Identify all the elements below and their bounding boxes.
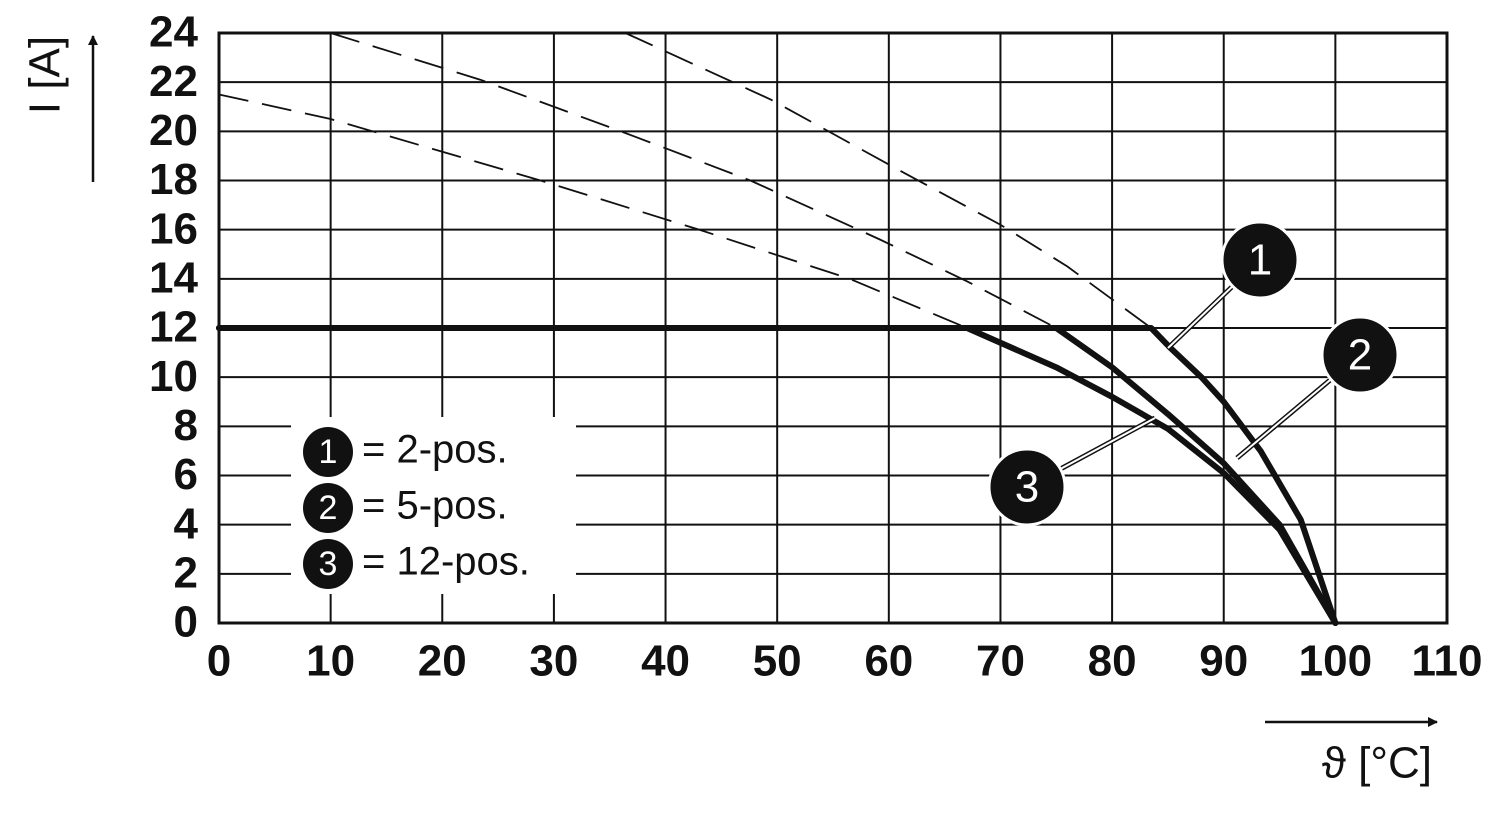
legend-badge bbox=[303, 427, 353, 477]
y-tick-label: 18 bbox=[149, 155, 198, 204]
legend-badge bbox=[303, 539, 353, 589]
callout-label: 1 bbox=[1248, 236, 1272, 285]
callout-label: 2 bbox=[1348, 331, 1372, 380]
y-tick-label: 10 bbox=[149, 352, 198, 401]
y-tick-label: 4 bbox=[174, 499, 199, 548]
x-tick-label: 10 bbox=[306, 637, 355, 686]
legend-badge bbox=[303, 483, 353, 533]
legend-badge-label: 2 bbox=[319, 489, 338, 527]
series-line bbox=[216, 325, 1339, 626]
y-axis-label: I [A] bbox=[21, 36, 70, 114]
legend-badge-label: 3 bbox=[319, 545, 338, 583]
x-tick-label: 80 bbox=[1088, 637, 1137, 686]
callout-badge bbox=[1220, 220, 1300, 300]
x-tick-label: 60 bbox=[864, 637, 913, 686]
x-tick-label: 70 bbox=[976, 637, 1025, 686]
callout-badge bbox=[987, 447, 1067, 527]
x-tick-label: 40 bbox=[641, 637, 690, 686]
y-tick-label: 8 bbox=[174, 401, 198, 450]
legend-label: = 5-pos. bbox=[362, 484, 508, 528]
y-tick-label: 22 bbox=[149, 57, 198, 106]
y-tick-label: 0 bbox=[174, 598, 198, 647]
y-tick-label: 12 bbox=[149, 303, 198, 352]
series-line bbox=[216, 325, 1339, 626]
extrapolated-line bbox=[624, 32, 1152, 329]
x-tick-label: 20 bbox=[418, 637, 467, 686]
callout-label: 3 bbox=[1015, 463, 1039, 512]
x-tick-label: 0 bbox=[207, 637, 231, 686]
callout-badge bbox=[1320, 315, 1400, 395]
y-tick-label: 24 bbox=[149, 8, 198, 57]
y-tick-label: 2 bbox=[174, 548, 198, 597]
legend-badge-label: 1 bbox=[319, 433, 338, 471]
x-tick-label: 100 bbox=[1299, 637, 1372, 686]
legend-label: = 2-pos. bbox=[362, 428, 508, 472]
y-tick-label: 14 bbox=[149, 253, 198, 302]
callouts: 1 2 3 bbox=[987, 220, 1400, 527]
lines bbox=[216, 32, 1339, 626]
x-tick-label: 110 bbox=[1412, 637, 1483, 686]
extrapolated-line bbox=[330, 32, 1057, 329]
x-tick-label: 30 bbox=[529, 637, 578, 686]
legend: 1 = 2-pos. 2 = 5-pos. 3 = 12-pos. bbox=[291, 417, 576, 594]
y-tick-label: 16 bbox=[149, 204, 198, 253]
x-tick-label: 50 bbox=[753, 637, 802, 686]
y-tick-label: 6 bbox=[174, 450, 198, 499]
x-axis-label: ϑ [°C] bbox=[1322, 739, 1432, 788]
x-tick-label: 90 bbox=[1199, 637, 1248, 686]
extrapolated-line bbox=[218, 93, 968, 329]
y-tick-label: 20 bbox=[149, 106, 198, 155]
series-line bbox=[216, 325, 1339, 626]
legend-label: = 12-pos. bbox=[362, 540, 530, 584]
